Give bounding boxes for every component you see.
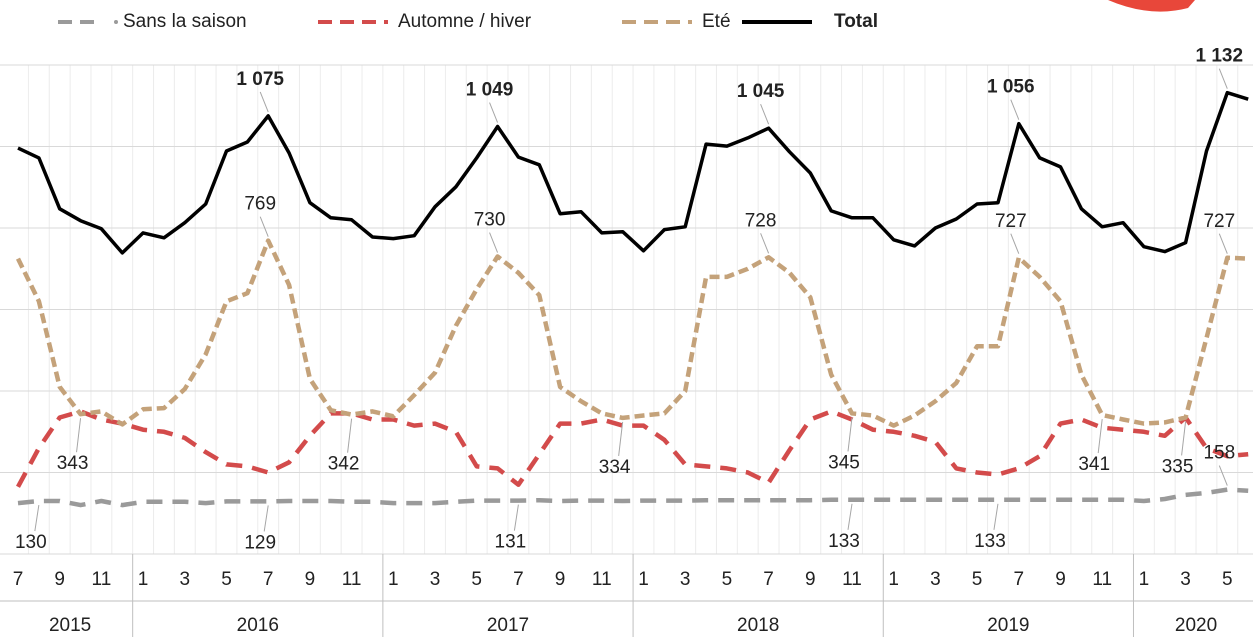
data-label: 345 bbox=[828, 452, 860, 473]
x-tick-label: 1 bbox=[138, 569, 149, 590]
x-tick-label: 9 bbox=[555, 569, 566, 590]
data-label: 730 bbox=[474, 210, 506, 231]
x-tick-label: 7 bbox=[13, 569, 24, 590]
x-tick-label: 11 bbox=[342, 569, 362, 590]
data-label: 1 056 bbox=[987, 77, 1035, 98]
data-label: 158 bbox=[1203, 443, 1235, 464]
x-tick-label: 5 bbox=[722, 569, 733, 590]
year-label: 2020 bbox=[1175, 615, 1217, 636]
x-tick-label: 7 bbox=[1014, 569, 1025, 590]
leader-line bbox=[260, 92, 268, 112]
data-label: 133 bbox=[974, 531, 1006, 552]
legend-label: Total bbox=[834, 11, 878, 32]
x-tick-label: 7 bbox=[513, 569, 524, 590]
legend-label: Sans la saison bbox=[123, 11, 247, 32]
legend-label: Eté bbox=[702, 11, 731, 32]
leader-line bbox=[348, 419, 352, 453]
leader-line bbox=[260, 217, 268, 237]
x-tick-label: 11 bbox=[1092, 569, 1112, 590]
x-tick-label: 9 bbox=[805, 569, 816, 590]
x-tick-label: 5 bbox=[471, 569, 482, 590]
leader-line bbox=[1011, 100, 1019, 120]
year-label: 2017 bbox=[487, 615, 529, 636]
x-tick-label: 11 bbox=[92, 569, 112, 590]
data-label: 1 049 bbox=[466, 80, 514, 101]
x-tick-label: 9 bbox=[1055, 569, 1066, 590]
leader-line bbox=[1098, 419, 1102, 453]
data-label: 1 045 bbox=[737, 81, 785, 102]
x-tick-label: 11 bbox=[592, 569, 612, 590]
leader-line bbox=[35, 505, 39, 531]
data-label: 334 bbox=[599, 457, 631, 478]
data-label: 341 bbox=[1078, 454, 1110, 475]
data-label: 130 bbox=[15, 532, 47, 553]
x-tick-label: 5 bbox=[1222, 569, 1233, 590]
x-tick-label: 9 bbox=[305, 569, 316, 590]
data-label: 727 bbox=[1203, 211, 1235, 232]
leader-line bbox=[761, 104, 769, 124]
leader-line bbox=[848, 417, 852, 451]
x-tick-label: 11 bbox=[842, 569, 862, 590]
leader-line bbox=[490, 103, 498, 123]
leader-line bbox=[490, 233, 498, 253]
leader-line bbox=[761, 233, 769, 253]
data-label: 728 bbox=[745, 210, 777, 231]
year-label: 2018 bbox=[737, 615, 779, 636]
leader-line bbox=[848, 504, 852, 530]
year-label: 2019 bbox=[987, 615, 1029, 636]
data-label: 1 075 bbox=[236, 69, 284, 90]
x-tick-label: 3 bbox=[1180, 569, 1191, 590]
leader-line bbox=[1219, 234, 1227, 254]
leader-line bbox=[1182, 421, 1186, 455]
year-label: 2016 bbox=[237, 615, 279, 636]
x-tick-label: 7 bbox=[763, 569, 774, 590]
data-label: 1 132 bbox=[1196, 46, 1244, 67]
data-label: 343 bbox=[57, 453, 89, 474]
x-tick-label: 1 bbox=[638, 569, 649, 590]
leader-line bbox=[1219, 466, 1227, 486]
x-tick-label: 1 bbox=[388, 569, 399, 590]
decoration bbox=[1108, 0, 1195, 12]
legend-marker bbox=[114, 20, 118, 24]
leader-line bbox=[1011, 234, 1019, 254]
leader-line bbox=[1219, 69, 1227, 89]
x-tick-label: 9 bbox=[54, 569, 65, 590]
data-label: 133 bbox=[828, 531, 860, 552]
data-label: 129 bbox=[244, 532, 276, 553]
x-tick-label: 3 bbox=[930, 569, 941, 590]
x-tick-label: 7 bbox=[263, 569, 274, 590]
x-tick-label: 5 bbox=[972, 569, 983, 590]
x-tick-label: 1 bbox=[1139, 569, 1150, 590]
data-label: 769 bbox=[244, 194, 276, 215]
x-tick-label: 1 bbox=[888, 569, 899, 590]
x-tick-label: 3 bbox=[180, 569, 191, 590]
data-label: 335 bbox=[1162, 457, 1194, 478]
leader-line bbox=[264, 505, 268, 531]
data-label: 727 bbox=[995, 211, 1027, 232]
data-label: 342 bbox=[328, 454, 360, 475]
leader-line bbox=[994, 504, 998, 530]
legend-label: Automne / hiver bbox=[398, 11, 532, 32]
chart: 7911135791113579111357911135791113520152… bbox=[0, 0, 1253, 637]
leader-line bbox=[77, 418, 81, 452]
x-tick-label: 5 bbox=[221, 569, 232, 590]
leader-line bbox=[514, 505, 518, 531]
x-tick-label: 3 bbox=[430, 569, 441, 590]
data-label: 131 bbox=[495, 532, 527, 553]
year-label: 2015 bbox=[49, 615, 91, 636]
x-tick-label: 3 bbox=[680, 569, 691, 590]
